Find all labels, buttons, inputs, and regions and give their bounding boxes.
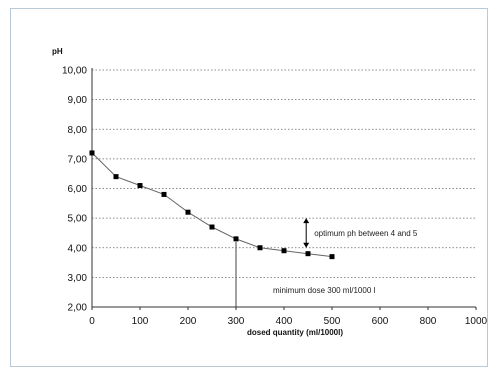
x-axis-label: dosed quantity (ml/1000l) <box>247 328 343 337</box>
data-point <box>185 209 191 215</box>
data-series <box>89 150 335 260</box>
data-point <box>113 174 119 180</box>
annotations: optimum ph between 4 and 5 minimum dose 3… <box>235 218 418 307</box>
y-tick-label: 4,00 <box>68 243 88 254</box>
x-tick-label: 300 <box>228 316 245 327</box>
y-tick-label: 10,00 <box>62 66 87 77</box>
y-axis-label: pH <box>52 47 63 56</box>
x-tick-label: 500 <box>324 316 341 327</box>
y-tick-label: 6,00 <box>68 184 88 195</box>
data-point <box>305 251 311 257</box>
data-point <box>209 224 215 230</box>
y-tick-label: 5,00 <box>68 214 88 225</box>
y-tick-labels: 2,00 3,00 4,00 5,00 6,00 7,00 8,00 9,00 10,00 <box>62 66 87 314</box>
data-point <box>329 254 335 260</box>
data-point <box>233 236 239 242</box>
minimum-dose-annotation: minimum dose 300 ml/1000 l <box>273 286 375 295</box>
x-tick-label: 1000 <box>465 316 488 327</box>
x-tick-label: 100 <box>132 316 149 327</box>
data-point <box>281 248 287 254</box>
y-tick-label: 9,00 <box>68 95 88 106</box>
x-tick-labels: 0 100 200 300 400 500 600 800 1000 <box>89 316 487 327</box>
optimum-arrow-head-down <box>303 242 310 248</box>
data-point <box>161 191 167 197</box>
optimum-arrow-head-up <box>303 218 310 224</box>
data-point <box>257 245 263 251</box>
optimum-annotation: optimum ph between 4 and 5 <box>314 229 418 238</box>
data-point <box>137 183 143 189</box>
x-tick-label: 200 <box>180 316 197 327</box>
data-point <box>89 150 95 156</box>
axes <box>91 68 477 310</box>
series-line <box>91 152 333 258</box>
grid-lines <box>92 69 476 278</box>
x-tick-label: 0 <box>89 316 95 327</box>
y-tick-label: 3,00 <box>68 273 88 284</box>
x-tick-label: 400 <box>276 316 293 327</box>
y-tick-label: 8,00 <box>68 125 88 136</box>
x-tick-label: 600 <box>372 316 389 327</box>
y-tick-label: 7,00 <box>68 154 88 165</box>
x-tick-label: 800 <box>420 316 437 327</box>
y-tick-label: 2,00 <box>68 303 88 314</box>
